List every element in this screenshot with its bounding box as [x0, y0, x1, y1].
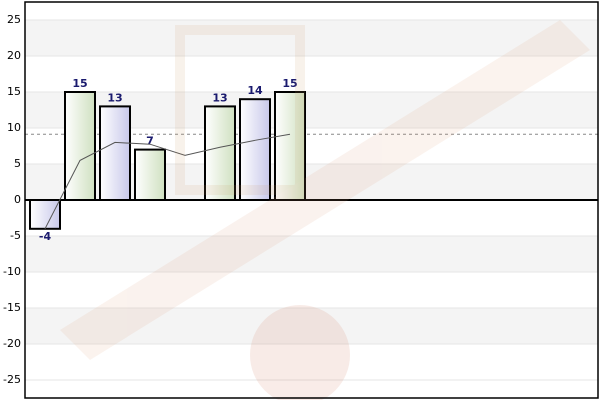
plot-border — [24, 1, 599, 399]
y-tick-label: 0 — [14, 193, 21, 206]
y-tick-label: -5 — [10, 229, 21, 242]
grid-band — [25, 236, 598, 272]
y-tick-label: -15 — [3, 301, 21, 314]
watermark — [60, 20, 590, 404]
bar — [274, 91, 306, 201]
data-label: 13 — [107, 91, 122, 104]
y-tick-label: 10 — [7, 121, 21, 134]
bar — [239, 98, 271, 201]
y-tick-label: -20 — [3, 337, 21, 350]
bar — [29, 199, 61, 230]
data-label: 15 — [282, 77, 297, 90]
data-label: 15 — [72, 77, 87, 90]
y-tick-label: 15 — [7, 85, 21, 98]
bar — [204, 105, 236, 201]
trend-line — [44, 133, 291, 230]
y-tick-label: -10 — [3, 265, 21, 278]
y-tick-label: 20 — [7, 49, 21, 62]
plot-area: -25 -20 -15 -10 -5 0 5 10 15 20 25 -4 15 13 7 13 14 15 — [3, 13, 598, 386]
y-tick-label: -25 — [3, 373, 21, 386]
data-label: 14 — [247, 84, 263, 97]
data-label: 13 — [212, 91, 227, 104]
data-label: 7 — [146, 135, 154, 148]
bar — [99, 105, 131, 201]
data-label: -4 — [39, 230, 52, 243]
bar — [134, 148, 166, 202]
y-tick-label: 5 — [14, 157, 21, 170]
bar — [64, 91, 96, 201]
grid-band — [25, 20, 598, 56]
y-tick-label: 25 — [7, 13, 21, 26]
grid-band — [25, 308, 598, 344]
